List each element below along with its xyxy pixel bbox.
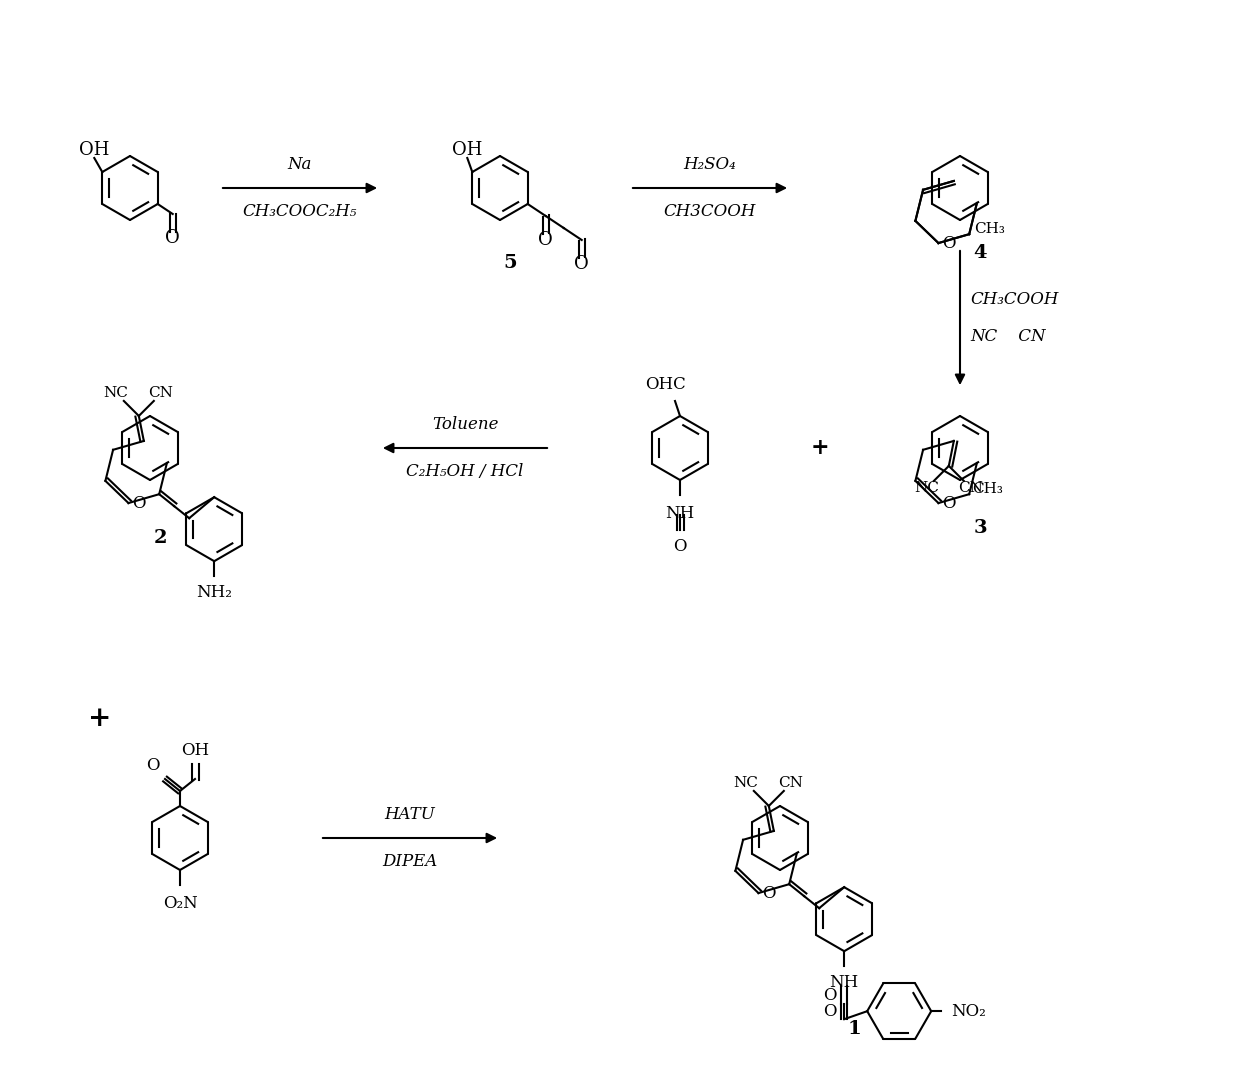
Text: NC: NC (103, 386, 128, 399)
Text: Na: Na (288, 156, 312, 173)
Text: NH: NH (830, 974, 859, 991)
Text: CH₃COOH: CH₃COOH (970, 290, 1059, 308)
Text: O₂N: O₂N (162, 895, 197, 912)
Text: OH: OH (453, 141, 482, 159)
Text: CH₃COOC₂H₅: CH₃COOC₂H₅ (243, 203, 357, 220)
Text: O: O (165, 229, 180, 247)
Text: OH: OH (79, 141, 109, 159)
Text: CH3COOH: CH3COOH (663, 203, 756, 220)
Text: NC: NC (733, 776, 759, 790)
Text: CN: CN (149, 386, 174, 399)
Text: +: + (811, 437, 830, 459)
Text: C₂H₅OH / HCl: C₂H₅OH / HCl (407, 464, 523, 480)
Text: +: + (88, 705, 112, 732)
Text: O: O (538, 231, 553, 249)
Text: 3: 3 (973, 519, 987, 537)
Text: O: O (763, 884, 776, 901)
Text: O: O (822, 987, 836, 1004)
Text: OHC: OHC (645, 376, 686, 393)
Text: OH: OH (181, 742, 210, 759)
Text: O: O (942, 494, 956, 512)
Text: O: O (942, 235, 956, 252)
Text: NC: NC (914, 481, 939, 494)
Text: CN: CN (959, 481, 983, 494)
Text: CH₃: CH₃ (972, 482, 1003, 497)
Text: O: O (146, 757, 160, 774)
Text: CN: CN (779, 776, 804, 790)
Text: 2: 2 (154, 529, 166, 547)
Text: NH₂: NH₂ (196, 584, 232, 601)
Text: HATU: HATU (384, 806, 435, 823)
Text: 4: 4 (973, 244, 987, 262)
Text: NH: NH (666, 505, 694, 522)
Text: Toluene: Toluene (432, 417, 498, 433)
Text: O: O (133, 494, 146, 512)
Text: 1: 1 (847, 1020, 861, 1038)
Text: CH₃: CH₃ (975, 222, 1006, 236)
Text: NC    CN: NC CN (970, 328, 1045, 345)
Text: O: O (822, 1003, 836, 1020)
Text: NO₂: NO₂ (951, 1003, 986, 1020)
Text: 5: 5 (503, 254, 517, 272)
Text: H₂SO₄: H₂SO₄ (683, 156, 737, 173)
Text: O: O (673, 538, 687, 555)
Text: O: O (574, 255, 589, 273)
Text: DIPEA: DIPEA (382, 853, 438, 870)
